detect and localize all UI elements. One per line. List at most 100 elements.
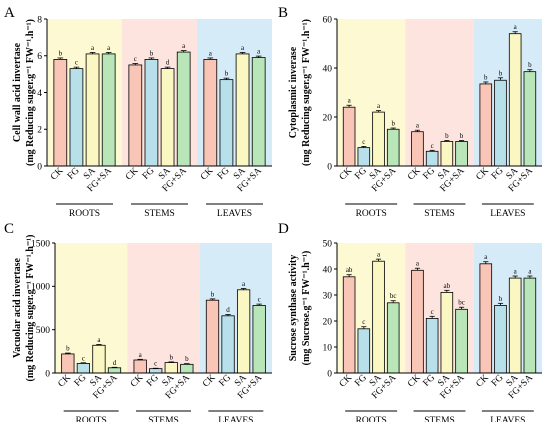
- y-axis-label: Cell wall acid invertase: [12, 42, 23, 142]
- significance-letter: a: [257, 48, 261, 56]
- bar-stems-ck: [411, 269, 424, 374]
- significance-letter: b: [484, 73, 488, 81]
- significance-letter: b: [150, 49, 154, 57]
- chart-panel-a: bCKcFGaSAaFG+SAROOTScCKbFGdSAaFG+SASTEMS…: [4, 5, 272, 219]
- group-label-roots: ROOTS: [76, 416, 107, 422]
- chart-panel-c: bCKcFGaSAdFG+SAROOTSaCKcFGbSAbFG+SASTEMS…: [4, 221, 272, 422]
- bar-roots-sa: [372, 111, 385, 167]
- bar-stems-sa: [440, 291, 454, 374]
- y-tick-label: 0: [327, 369, 332, 379]
- significance-letter: a: [416, 260, 420, 268]
- category-label: CK: [338, 373, 355, 390]
- significance-letter: d: [226, 306, 230, 314]
- y-tick-label: 20: [323, 317, 333, 327]
- bar-stems-sa: [160, 68, 175, 167]
- bar-stems-ck: [128, 64, 143, 167]
- significance-letter: a: [241, 44, 245, 52]
- bar-stems-fg: [425, 150, 439, 167]
- significance-letter: a: [514, 268, 518, 276]
- y-tick-label: 1500: [31, 239, 50, 249]
- category-label: FG: [141, 166, 157, 182]
- bar-leaves-sa: [508, 277, 522, 374]
- significance-letter: b: [211, 290, 215, 298]
- category-label: CK: [406, 166, 423, 183]
- y-tick-label: 0: [37, 162, 42, 172]
- category-label: FG: [353, 166, 369, 182]
- panel-letter: A: [4, 5, 15, 21]
- bar-roots-fgsa: [386, 302, 400, 374]
- category-label: FG: [218, 373, 234, 389]
- significance-letter: a: [514, 23, 518, 31]
- significance-letter: d: [166, 59, 170, 67]
- category-label: FG: [490, 373, 506, 389]
- panel-letter: C: [4, 221, 14, 237]
- group-background-stems: [127, 243, 200, 373]
- significance-letter: bc: [390, 292, 397, 300]
- category-label: FG: [145, 373, 161, 389]
- group-label-stems: STEMS: [144, 209, 175, 219]
- significance-letter: a: [528, 268, 532, 276]
- bar-roots-fg: [357, 147, 371, 167]
- significance-letter: a: [242, 280, 246, 288]
- bar-leaves-fgsa: [252, 304, 266, 374]
- category-label: CK: [406, 373, 423, 390]
- bar-roots-fg: [357, 328, 371, 374]
- bar-leaves-ck: [479, 263, 493, 374]
- bar-stems-sa: [440, 141, 454, 167]
- bar-leaves-fgsa: [523, 277, 537, 374]
- significance-letter: c: [362, 138, 365, 146]
- category-label: FG: [66, 166, 82, 182]
- bar-stems-fgsa: [180, 363, 194, 374]
- significance-letter: a: [484, 253, 488, 261]
- bar-stems-fgsa: [176, 51, 191, 167]
- significance-letter: c: [154, 360, 157, 368]
- y-tick-label: 50: [323, 239, 333, 249]
- y-tick-label: 2: [37, 126, 42, 136]
- category-label: FG: [422, 373, 438, 389]
- group-label-stems: STEMS: [148, 416, 179, 422]
- bar-roots-fg: [76, 363, 91, 374]
- bar-roots-ck: [342, 276, 356, 374]
- group-label-leaves: LEAVES: [218, 416, 253, 422]
- significance-letter: c: [82, 354, 85, 362]
- bar-leaves-ck: [205, 299, 220, 374]
- bar-leaves-sa: [235, 53, 250, 167]
- y-tick-label: 40: [323, 265, 333, 275]
- y-tick-label: 0: [327, 162, 332, 172]
- significance-letter: b: [66, 345, 70, 353]
- y-tick-label: 4: [37, 89, 42, 99]
- significance-letter: c: [431, 142, 434, 150]
- bar-leaves-sa: [236, 289, 251, 374]
- significance-letter: a: [377, 251, 381, 259]
- significance-letter: a: [377, 102, 381, 110]
- group-label-stems: STEMS: [424, 416, 455, 422]
- category-label: CK: [338, 166, 355, 183]
- significance-letter: c: [258, 296, 261, 304]
- category-label: CK: [129, 373, 146, 390]
- bar-roots-fg: [69, 68, 84, 167]
- category-label: CK: [49, 166, 66, 183]
- y-axis-unit-label: (mg Sucrose.g⁻¹ FW⁻¹.h⁻¹): [301, 251, 312, 366]
- chart-panel-b: aCKcFGaSAbFG+SAROOTSaCKcFGbSAbFG+SASTEMS…: [278, 5, 542, 219]
- significance-letter: c: [362, 318, 365, 326]
- bar-stems-sa: [164, 362, 178, 374]
- bar-leaves-fgsa: [251, 57, 266, 167]
- bar-leaves-fg: [219, 79, 234, 167]
- significance-letter: bc: [458, 299, 465, 307]
- bar-stems-ck: [411, 131, 424, 167]
- bar-leaves-fg: [221, 315, 235, 374]
- significance-letter: b: [185, 355, 189, 363]
- bar-roots-sa: [372, 260, 385, 374]
- y-axis-label: Cytoplasmic inverase: [288, 46, 299, 138]
- category-label: CK: [124, 166, 141, 183]
- significance-letter: c: [134, 55, 137, 63]
- bar-roots-fgsa: [386, 128, 400, 167]
- significance-letter: a: [209, 49, 213, 57]
- bar-stems-ck: [133, 359, 147, 374]
- category-label: FG: [353, 373, 369, 389]
- bar-roots-ck: [61, 353, 75, 374]
- y-tick-label: 10: [323, 343, 333, 353]
- significance-letter: b: [225, 70, 229, 78]
- significance-letter: a: [182, 42, 186, 50]
- panel-letter: B: [278, 5, 288, 21]
